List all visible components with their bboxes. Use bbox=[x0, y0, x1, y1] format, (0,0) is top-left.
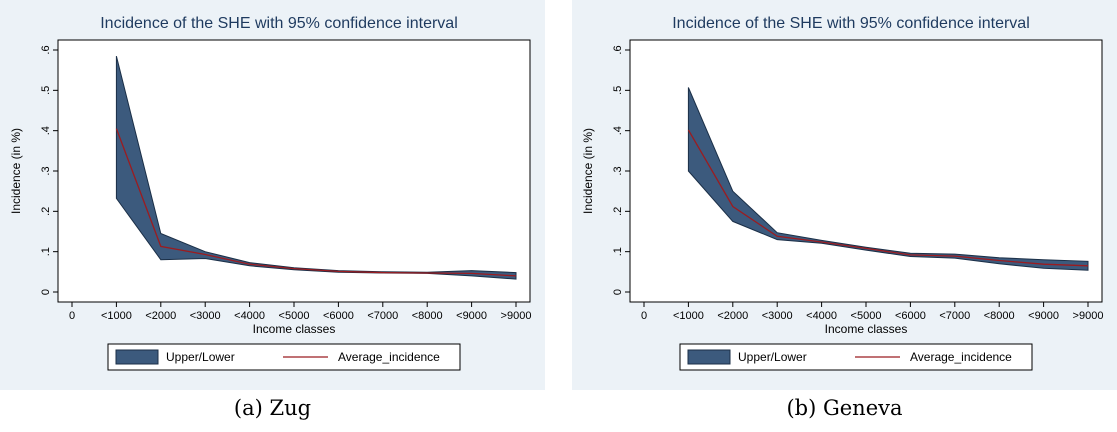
y-tick-label: .4 bbox=[612, 126, 624, 135]
x-tick-label: <4000 bbox=[234, 310, 265, 322]
x-axis-label: Income classes bbox=[253, 322, 336, 336]
caption-zug: (a) Zug bbox=[233, 396, 312, 420]
y-axis-label: Incidence (in %) bbox=[9, 128, 23, 214]
y-tick-label: .5 bbox=[40, 86, 52, 95]
x-tick-label: 0 bbox=[69, 310, 75, 322]
y-tick-label: .6 bbox=[612, 45, 624, 54]
x-tick-label: <9000 bbox=[456, 310, 487, 322]
x-tick-label: <9000 bbox=[1028, 310, 1059, 322]
x-tick-label: >9000 bbox=[501, 310, 532, 322]
x-tick-label: >9000 bbox=[1073, 310, 1104, 322]
y-tick-label: .6 bbox=[40, 45, 52, 54]
x-tick-label: 0 bbox=[641, 310, 647, 322]
y-tick-label: 0 bbox=[612, 289, 624, 295]
confidence-band bbox=[115, 55, 517, 280]
y-tick-label: .5 bbox=[612, 86, 624, 95]
x-tick-label: <2000 bbox=[145, 310, 176, 322]
chart-panel-zug: Incidence of the SHE with 95% confidence… bbox=[0, 0, 545, 432]
y-tick-label: .2 bbox=[40, 207, 52, 216]
legend-label-band: Upper/Lower bbox=[166, 350, 235, 364]
x-tick-label: <3000 bbox=[190, 310, 221, 322]
x-tick-label: <2000 bbox=[717, 310, 748, 322]
x-tick-label: <7000 bbox=[367, 310, 398, 322]
chart-geneva: Incidence of the SHE with 95% confidence… bbox=[572, 0, 1117, 390]
y-tick-label: .3 bbox=[612, 166, 624, 175]
x-axis-label: Income classes bbox=[825, 322, 908, 336]
x-tick-label: <4000 bbox=[806, 310, 837, 322]
chart-title: Incidence of the SHE with 95% confidence… bbox=[672, 15, 1030, 32]
y-tick-label: 0 bbox=[40, 289, 52, 295]
caption-geneva: (b) Geneva bbox=[786, 396, 903, 420]
y-tick-label: .2 bbox=[612, 207, 624, 216]
average-incidence-line bbox=[115, 128, 517, 277]
chart-zug: Incidence of the SHE with 95% confidence… bbox=[0, 0, 545, 390]
x-tick-label: <3000 bbox=[762, 310, 793, 322]
x-tick-label: <6000 bbox=[323, 310, 354, 322]
y-tick-label: .1 bbox=[612, 247, 624, 256]
x-tick-label: <6000 bbox=[895, 310, 926, 322]
x-tick-label: <1000 bbox=[673, 310, 704, 322]
x-tick-label: <5000 bbox=[279, 310, 310, 322]
chart-title: Incidence of the SHE with 95% confidence… bbox=[100, 15, 458, 32]
confidence-band bbox=[687, 87, 1089, 271]
x-tick-label: <7000 bbox=[939, 310, 970, 322]
legend-label-band: Upper/Lower bbox=[738, 350, 807, 364]
average-incidence-line bbox=[687, 129, 1089, 267]
legend-label-line: Average_incidence bbox=[910, 350, 1012, 364]
chart-panel-geneva: Incidence of the SHE with 95% confidence… bbox=[572, 0, 1117, 432]
y-axis-label: Incidence (in %) bbox=[581, 128, 595, 214]
legend-swatch-band bbox=[687, 349, 731, 365]
legend-label-line: Average_incidence bbox=[338, 350, 440, 364]
y-tick-label: .3 bbox=[40, 166, 52, 175]
legend-swatch-band bbox=[115, 349, 159, 365]
x-tick-label: <8000 bbox=[984, 310, 1015, 322]
x-tick-label: <8000 bbox=[412, 310, 443, 322]
y-tick-label: .1 bbox=[40, 247, 52, 256]
x-tick-label: <5000 bbox=[851, 310, 882, 322]
x-tick-label: <1000 bbox=[101, 310, 132, 322]
y-tick-label: .4 bbox=[40, 126, 52, 135]
